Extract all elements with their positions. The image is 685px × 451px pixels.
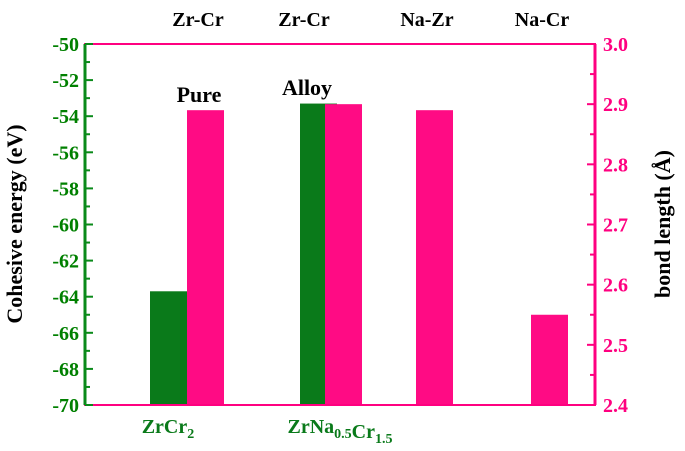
x-category-label-0: ZrCr2 [142, 416, 195, 442]
left-tick-label: -62 [52, 251, 79, 273]
annotation-pure: Pure [177, 82, 222, 107]
bond-length-bar-3 [531, 314, 568, 405]
right-tick-label: 2.5 [603, 335, 628, 357]
left-axis-ticks: -70 -68 -66 -64 -62 -60 -58 -56 -54 -52 -50 [52, 34, 93, 417]
bond-length-bar-2 [416, 110, 453, 405]
right-axis-label: bond length (Å) [650, 150, 675, 298]
right-tick-label: 2.8 [603, 154, 628, 176]
left-tick-label: -60 [52, 215, 79, 237]
top-label-zr-cr-2: Zr-Cr [278, 9, 330, 31]
left-tick-label: -70 [52, 395, 79, 417]
right-tick-label: 2.6 [603, 275, 628, 297]
left-tick-label: -68 [52, 359, 79, 381]
right-axis-ticks: 2.4 2.5 2.6 2.7 2.8 2.9 3.0 [587, 34, 628, 417]
x-category-label-1: ZrNa0.5Cr1.5 [288, 416, 393, 447]
right-tick-label: 2.9 [603, 94, 628, 116]
top-label-na-zr: Na-Zr [400, 9, 453, 31]
left-axis-label: Cohesive energy (eV) [2, 124, 27, 323]
left-tick-label: -64 [52, 287, 79, 309]
left-tick-label: -56 [52, 142, 79, 164]
x-category-labels: ZrCr2 ZrNa0.5Cr1.5 [142, 416, 393, 447]
top-label-zr-cr-1: Zr-Cr [172, 9, 224, 31]
top-label-na-cr: Na-Cr [515, 9, 570, 31]
bars-layer [150, 103, 568, 406]
left-tick-label: -66 [52, 323, 79, 345]
cohesive-energy-bar-0 [150, 291, 187, 405]
annotation-alloy: Alloy [282, 75, 332, 100]
left-tick-label: -58 [52, 178, 79, 200]
left-tick-label: -50 [52, 34, 79, 56]
right-tick-label: 2.7 [603, 215, 628, 237]
bond-length-bar-0 [187, 110, 224, 405]
bond-length-bar-1 [325, 104, 362, 406]
right-tick-label: 3.0 [603, 34, 628, 56]
left-tick-label: -54 [52, 106, 79, 128]
right-tick-label: 2.4 [603, 395, 628, 417]
left-tick-label: -52 [52, 70, 79, 92]
